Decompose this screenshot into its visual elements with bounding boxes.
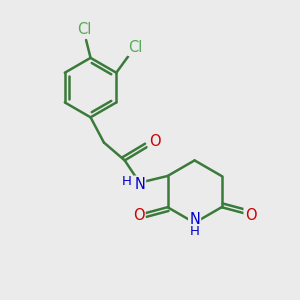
Text: N: N — [189, 212, 200, 227]
Text: H: H — [190, 225, 200, 238]
Text: O: O — [244, 208, 256, 223]
Text: N: N — [134, 177, 145, 192]
Text: Cl: Cl — [77, 22, 91, 37]
Text: O: O — [133, 208, 145, 223]
Text: H: H — [121, 175, 131, 188]
Text: O: O — [148, 134, 160, 149]
Text: Cl: Cl — [128, 40, 143, 55]
